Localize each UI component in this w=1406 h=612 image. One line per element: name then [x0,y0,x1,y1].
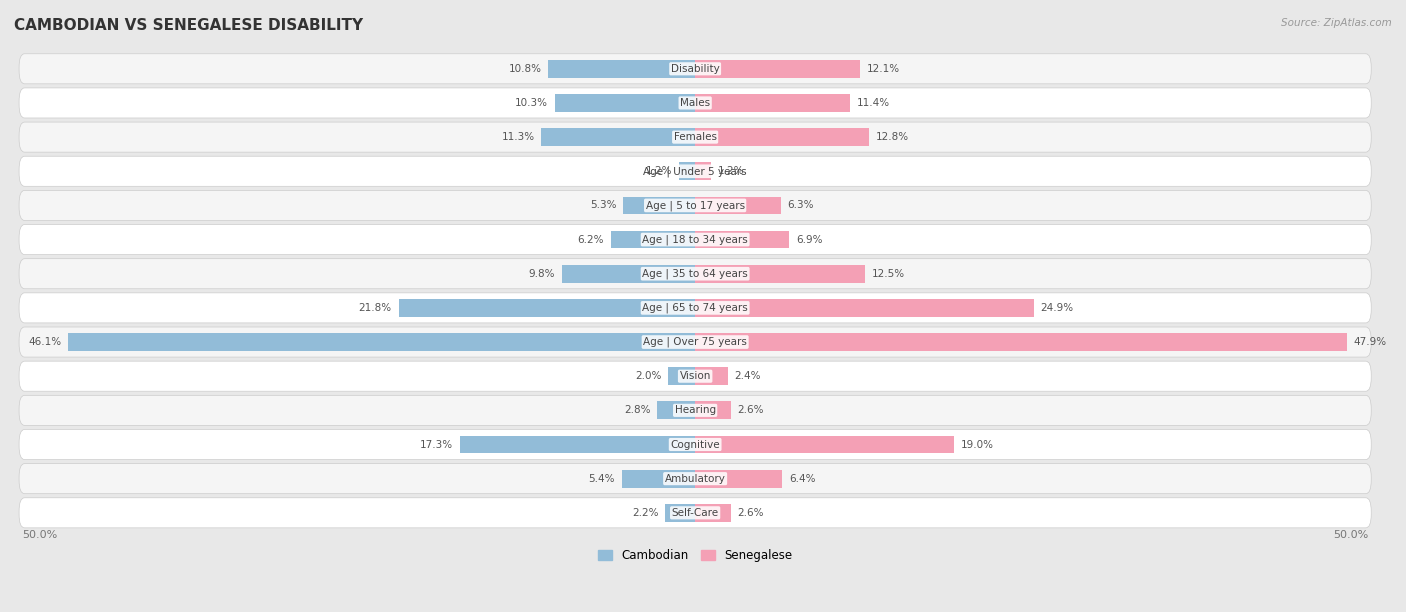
FancyBboxPatch shape [20,293,1371,323]
Text: 50.0%: 50.0% [1333,530,1368,540]
Text: Disability: Disability [671,64,720,74]
Text: Age | Over 75 years: Age | Over 75 years [643,337,747,347]
Bar [562,265,695,283]
Text: Age | 5 to 17 years: Age | 5 to 17 years [645,200,745,211]
Text: 17.3%: 17.3% [420,439,453,449]
Text: Age | Under 5 years: Age | Under 5 years [644,166,747,176]
FancyBboxPatch shape [20,190,1371,220]
Text: 5.4%: 5.4% [588,474,614,483]
Text: 6.3%: 6.3% [787,200,814,211]
FancyBboxPatch shape [20,430,1371,460]
Text: Ambulatory: Ambulatory [665,474,725,483]
Text: 11.3%: 11.3% [502,132,534,142]
Bar [695,470,782,488]
Text: 2.6%: 2.6% [737,405,763,416]
Text: Females: Females [673,132,717,142]
Bar [695,231,789,248]
Bar [695,162,711,180]
FancyBboxPatch shape [20,327,1371,357]
Text: 2.6%: 2.6% [737,508,763,518]
Legend: Cambodian, Senegalese: Cambodian, Senegalese [593,545,797,567]
Bar [665,504,695,521]
Bar [695,94,851,112]
Bar [621,470,695,488]
Bar [679,162,695,180]
Bar [623,196,695,214]
Bar [695,504,731,521]
FancyBboxPatch shape [20,225,1371,255]
Text: 6.2%: 6.2% [578,234,605,245]
FancyBboxPatch shape [20,464,1371,494]
Text: 1.2%: 1.2% [645,166,672,176]
Text: 12.1%: 12.1% [866,64,900,74]
Bar [695,299,1033,317]
Text: Source: ZipAtlas.com: Source: ZipAtlas.com [1281,18,1392,28]
Text: Vision: Vision [679,371,711,381]
Text: 5.3%: 5.3% [589,200,616,211]
Text: CAMBODIAN VS SENEGALESE DISABILITY: CAMBODIAN VS SENEGALESE DISABILITY [14,18,363,34]
Bar [657,401,695,419]
FancyBboxPatch shape [20,156,1371,186]
Text: 50.0%: 50.0% [22,530,58,540]
Text: 10.8%: 10.8% [509,64,541,74]
Text: 21.8%: 21.8% [359,303,392,313]
FancyBboxPatch shape [20,395,1371,425]
Text: 2.0%: 2.0% [634,371,661,381]
FancyBboxPatch shape [20,498,1371,528]
Bar [695,129,869,146]
Bar [695,436,953,453]
Text: 19.0%: 19.0% [960,439,994,449]
Text: Hearing: Hearing [675,405,716,416]
Text: Age | 65 to 74 years: Age | 65 to 74 years [643,302,748,313]
Text: 6.9%: 6.9% [796,234,823,245]
Bar [695,367,728,385]
Text: 2.2%: 2.2% [631,508,658,518]
Text: 1.2%: 1.2% [718,166,745,176]
Bar [695,401,731,419]
Bar [548,60,695,78]
Bar [541,129,695,146]
Bar [695,196,780,214]
Text: 12.8%: 12.8% [876,132,910,142]
Text: 11.4%: 11.4% [858,98,890,108]
FancyBboxPatch shape [20,54,1371,84]
Text: 9.8%: 9.8% [529,269,555,278]
Text: 2.8%: 2.8% [624,405,650,416]
Text: 24.9%: 24.9% [1040,303,1074,313]
Text: 12.5%: 12.5% [872,269,905,278]
Bar [610,231,695,248]
Bar [399,299,695,317]
FancyBboxPatch shape [20,259,1371,289]
Bar [460,436,695,453]
Text: 6.4%: 6.4% [789,474,815,483]
Bar [695,333,1347,351]
Text: Males: Males [681,98,710,108]
Text: Age | 35 to 64 years: Age | 35 to 64 years [643,269,748,279]
Bar [695,265,865,283]
Text: Self-Care: Self-Care [672,508,718,518]
FancyBboxPatch shape [20,88,1371,118]
FancyBboxPatch shape [20,361,1371,391]
Text: 2.4%: 2.4% [734,371,761,381]
Text: Cognitive: Cognitive [671,439,720,449]
Bar [668,367,695,385]
Text: 47.9%: 47.9% [1354,337,1386,347]
FancyBboxPatch shape [20,122,1371,152]
Text: 46.1%: 46.1% [28,337,62,347]
Bar [555,94,695,112]
Bar [695,60,859,78]
Text: 10.3%: 10.3% [515,98,548,108]
Bar [67,333,695,351]
Text: Age | 18 to 34 years: Age | 18 to 34 years [643,234,748,245]
